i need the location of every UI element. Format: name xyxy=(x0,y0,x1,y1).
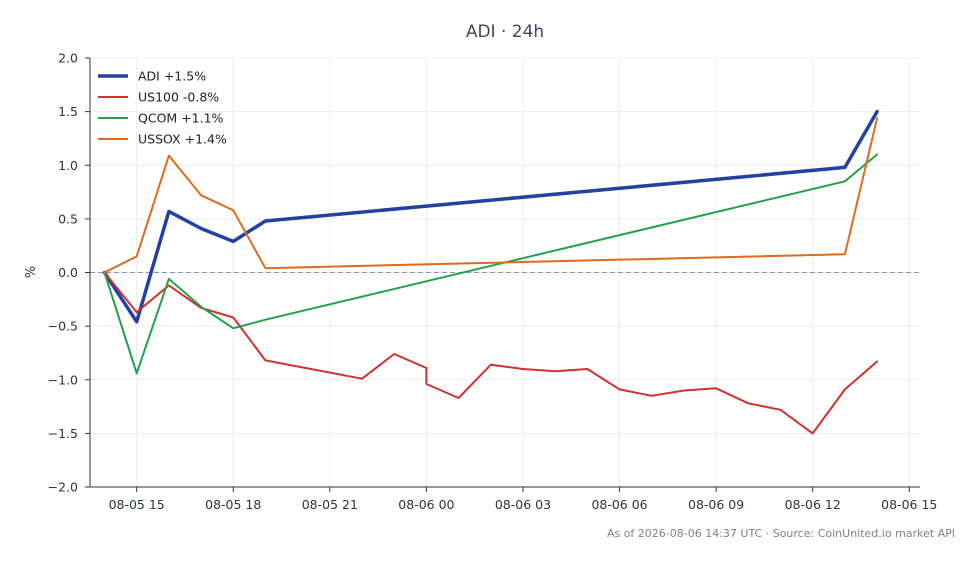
y-axis-label: % xyxy=(24,266,39,278)
legend-label-ussox: USSOX +1.4% xyxy=(138,132,227,147)
chart-title: ADI · 24h xyxy=(466,22,544,42)
legend: ADI +1.5% US100 -0.8% QCOM +1.1% USSOX +1.4… xyxy=(98,69,227,147)
y-tick-label: 1.5 xyxy=(58,104,78,119)
y-tick-label: 1.0 xyxy=(58,158,78,173)
x-tick-label: 08-06 00 xyxy=(398,497,454,512)
series-line-ussox xyxy=(103,117,879,274)
x-tick-label: 08-06 03 xyxy=(495,497,551,512)
series-line-qcom xyxy=(103,153,879,375)
x-tick-label: 08-06 09 xyxy=(688,497,744,512)
x-tick-label: 08-05 21 xyxy=(302,497,358,512)
y-tick-label: 0.0 xyxy=(58,265,78,280)
x-tick-label: 08-05 15 xyxy=(109,497,165,512)
y-tick-label: 2.0 xyxy=(58,51,78,66)
y-tick-label: −0.5 xyxy=(48,319,78,334)
x-axis-ticks: 08-05 15 08-05 18 08-05 21 08-06 00 08-06 03… xyxy=(109,487,937,512)
legend-label-qcom: QCOM +1.1% xyxy=(138,111,224,126)
legend-label-adi: ADI +1.5% xyxy=(138,69,206,84)
series-lines xyxy=(102,109,879,435)
x-tick-label: 08-06 06 xyxy=(591,497,647,512)
y-tick-label: −2.0 xyxy=(48,480,78,495)
x-tick-label: 08-05 18 xyxy=(205,497,261,512)
footer-source: As of 2026-08-06 14:37 UTC · Source: Coi… xyxy=(607,527,955,540)
y-tick-label: −1.5 xyxy=(48,426,78,441)
x-tick-label: 08-06 12 xyxy=(785,497,841,512)
series-line-us100 xyxy=(103,271,879,435)
y-tick-label: 0.5 xyxy=(58,211,78,226)
x-tick-label: 08-06 15 xyxy=(881,497,937,512)
y-tick-label: −1.0 xyxy=(48,372,78,387)
y-axis-ticks: −2.0 −1.5 −1.0 −0.5 0.0 0.5 1.0 1.5 2.0 xyxy=(48,51,90,495)
legend-label-us100: US100 -0.8% xyxy=(138,90,219,105)
series-line-adi xyxy=(102,109,879,324)
